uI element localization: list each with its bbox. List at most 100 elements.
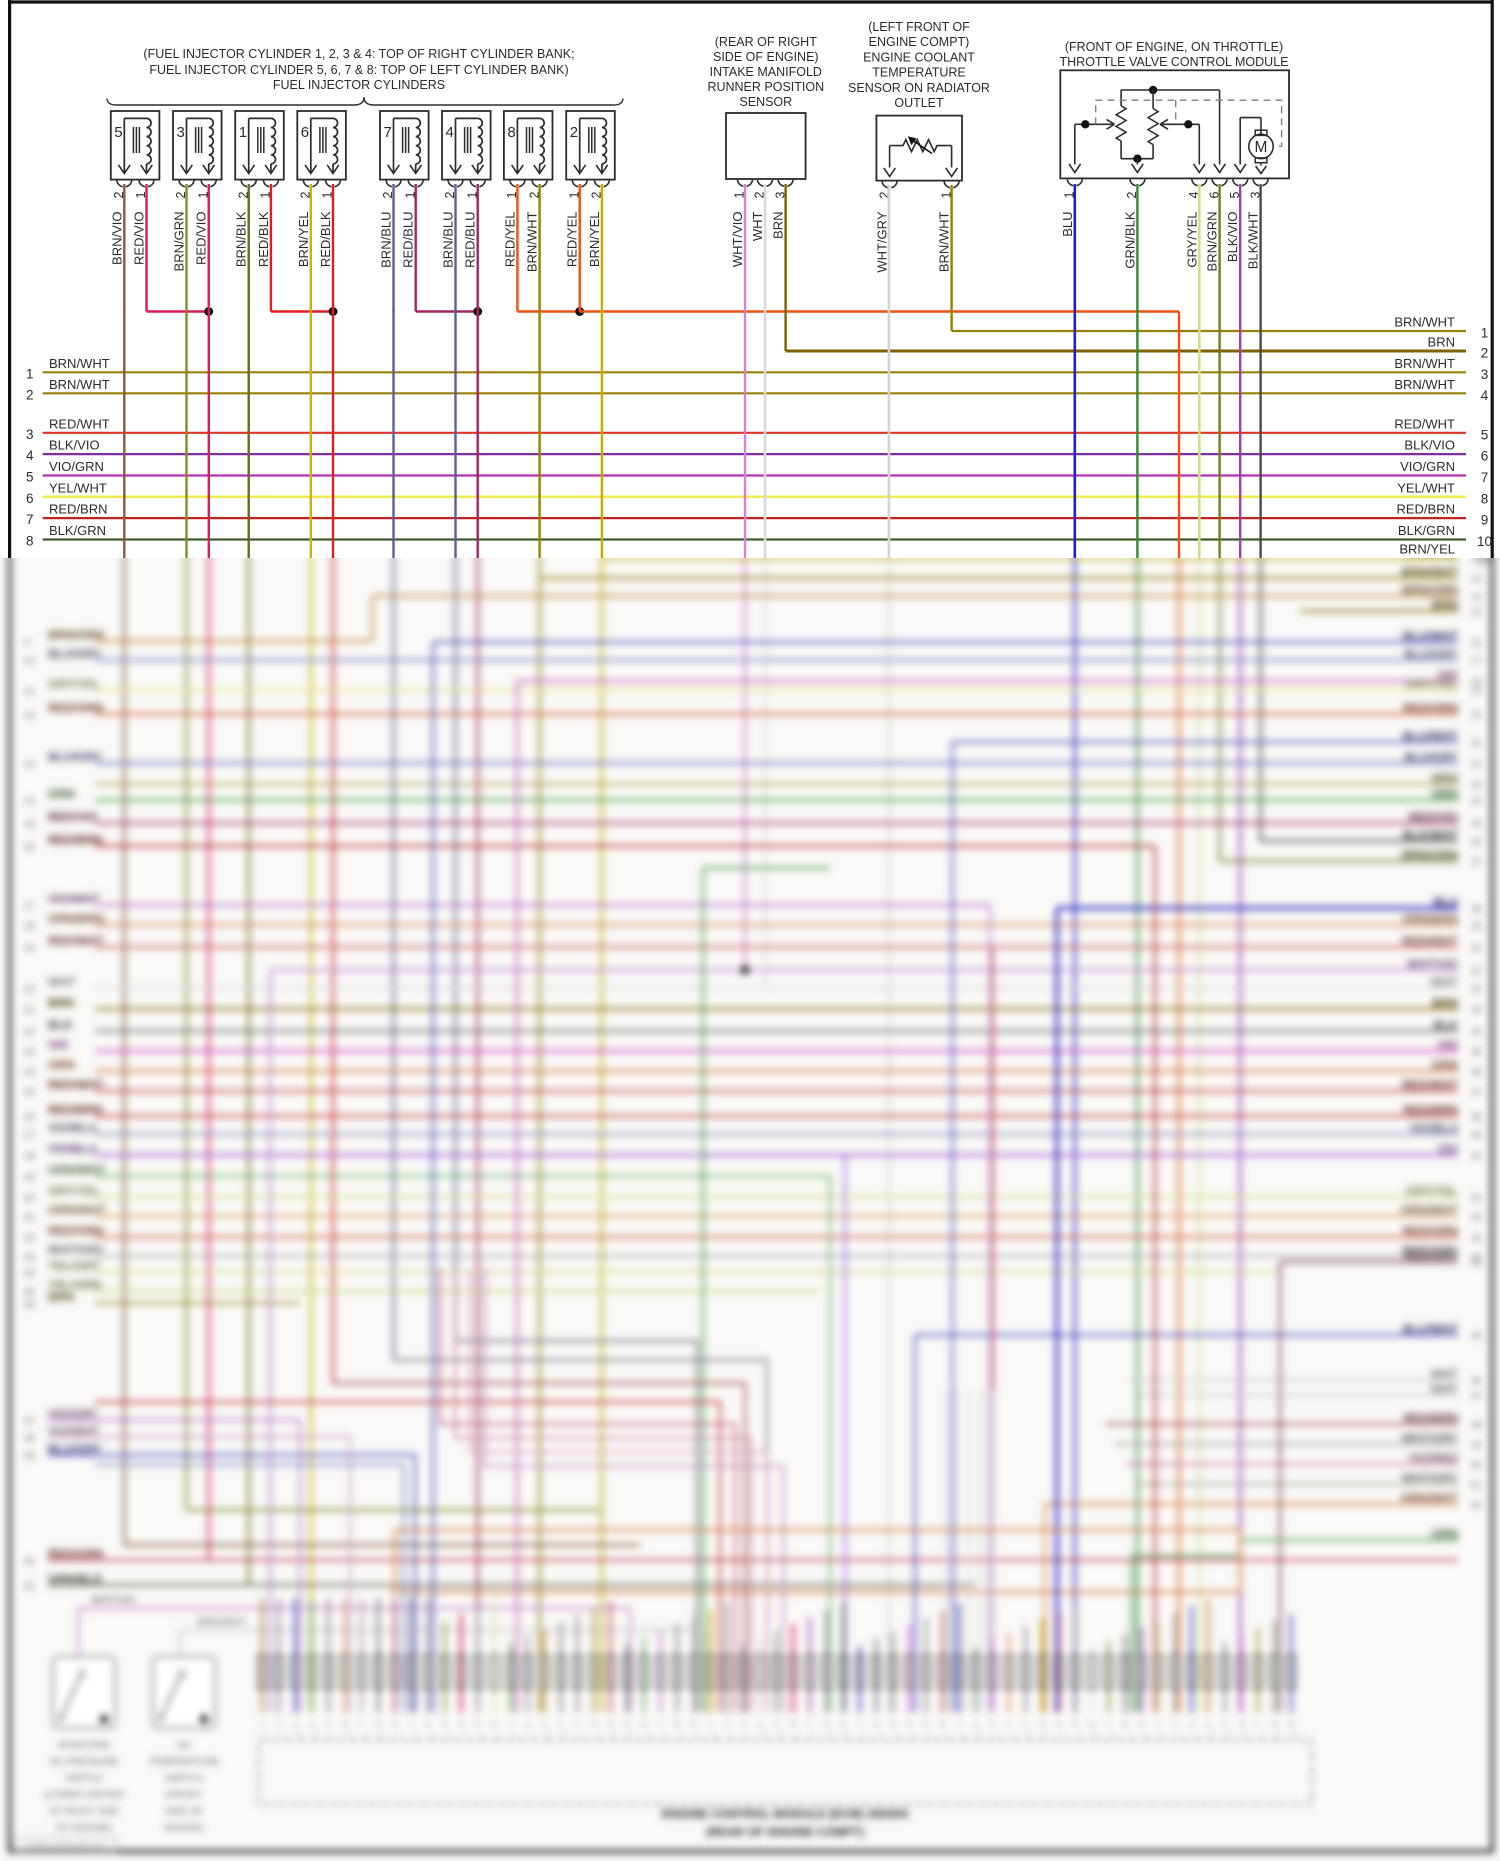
svg-text:9: 9 bbox=[1481, 513, 1489, 528]
svg-text:YEL/WHT: YEL/WHT bbox=[49, 480, 107, 495]
svg-text:ORN/BRN: ORN/BRN bbox=[1402, 912, 1458, 926]
svg-text:4: 4 bbox=[978, 1734, 982, 1740]
svg-text:4: 4 bbox=[609, 1722, 613, 1729]
svg-text:10: 10 bbox=[1477, 534, 1492, 549]
svg-text:22: 22 bbox=[24, 1027, 35, 1038]
svg-text:BLK: BLK bbox=[48, 1018, 73, 1032]
svg-text:RED/VIO: RED/VIO bbox=[194, 212, 209, 265]
svg-text:1: 1 bbox=[260, 1722, 264, 1729]
svg-text:32: 32 bbox=[1471, 984, 1482, 995]
svg-text:BRN/YEL: BRN/YEL bbox=[1399, 542, 1455, 557]
svg-text:INTAKE MANIFOLD: INTAKE MANIFOLD bbox=[710, 65, 822, 79]
svg-text:6: 6 bbox=[1481, 449, 1489, 464]
svg-text:4: 4 bbox=[314, 1734, 318, 1740]
svg-text:2: 2 bbox=[112, 192, 126, 199]
svg-text:9: 9 bbox=[1289, 1722, 1293, 1729]
svg-text:2: 2 bbox=[1024, 1722, 1028, 1729]
svg-text:1: 1 bbox=[1063, 192, 1077, 199]
svg-text:BRN/WHT: BRN/WHT bbox=[1394, 315, 1455, 330]
svg-text:RED/BRN: RED/BRN bbox=[48, 1103, 103, 1117]
svg-text:1: 1 bbox=[264, 1734, 268, 1740]
svg-text:2: 2 bbox=[443, 192, 457, 199]
svg-text:VIO/BLU: VIO/BLU bbox=[1409, 1121, 1458, 1135]
svg-text:6: 6 bbox=[1207, 192, 1221, 199]
svg-text:VIO/WHT: VIO/WHT bbox=[48, 1424, 100, 1438]
svg-text:23: 23 bbox=[24, 1047, 35, 1058]
svg-text:4: 4 bbox=[1045, 1734, 1049, 1740]
svg-text:WHT/GRY: WHT/GRY bbox=[875, 211, 890, 272]
svg-text:2: 2 bbox=[426, 1722, 430, 1729]
svg-text:4: 4 bbox=[459, 1722, 463, 1729]
svg-text:SENSOR ON RADIATOR: SENSOR ON RADIATOR bbox=[848, 81, 990, 95]
svg-text:1: 1 bbox=[1061, 1734, 1065, 1740]
svg-text:3: 3 bbox=[592, 1722, 596, 1729]
svg-text:38: 38 bbox=[1471, 1112, 1482, 1123]
svg-text:RED/ORN: RED/ORN bbox=[48, 1224, 103, 1238]
svg-text:15: 15 bbox=[1471, 607, 1482, 618]
svg-text:(FUEL INJECTOR CYLINDER 1, 2,: (FUEL INJECTOR CYLINDER 1, 2, 3 & 4: TOP… bbox=[143, 47, 574, 61]
svg-text:42: 42 bbox=[1471, 1212, 1482, 1223]
svg-text:2: 2 bbox=[547, 1734, 551, 1740]
svg-text:2: 2 bbox=[575, 1722, 579, 1729]
svg-text:3: 3 bbox=[1294, 1734, 1298, 1740]
svg-text:BRN/WHT: BRN/WHT bbox=[1401, 565, 1458, 579]
svg-text:7: 7 bbox=[808, 1722, 812, 1729]
svg-text:32: 32 bbox=[24, 1233, 35, 1244]
svg-text:4: 4 bbox=[1187, 192, 1201, 199]
svg-text:VIO/WHT: VIO/WHT bbox=[48, 892, 100, 906]
svg-text:8: 8 bbox=[974, 1722, 978, 1729]
svg-text:7: 7 bbox=[1256, 1722, 1260, 1729]
svg-text:4: 4 bbox=[845, 1734, 849, 1740]
svg-text:45: 45 bbox=[1471, 1331, 1482, 1342]
svg-text:RED/WHT: RED/WHT bbox=[49, 416, 110, 431]
svg-text:BRN/YEL: BRN/YEL bbox=[587, 212, 602, 268]
svg-text:8: 8 bbox=[1273, 1722, 1277, 1729]
svg-text:4: 4 bbox=[446, 124, 454, 141]
svg-text:2: 2 bbox=[347, 1734, 351, 1740]
svg-text:RED/BRN: RED/BRN bbox=[49, 502, 108, 517]
svg-text:3: 3 bbox=[741, 1722, 745, 1729]
svg-text:WHT/GRY: WHT/GRY bbox=[1402, 1243, 1458, 1257]
svg-text:BLU/WHT: BLU/WHT bbox=[1403, 729, 1459, 743]
svg-text:(REAR OF RIGHT: (REAR OF RIGHT bbox=[715, 35, 817, 49]
svg-text:1: 1 bbox=[939, 192, 953, 199]
svg-text:1: 1 bbox=[409, 1722, 413, 1729]
svg-text:BLK: BLK bbox=[1433, 1018, 1458, 1032]
svg-text:BRN: BRN bbox=[771, 212, 786, 239]
svg-text:7: 7 bbox=[658, 1722, 662, 1729]
svg-text:ORN: ORN bbox=[48, 1058, 75, 1072]
svg-text:3: 3 bbox=[762, 1734, 766, 1740]
svg-text:4: 4 bbox=[381, 1734, 385, 1740]
svg-text:34: 34 bbox=[24, 1268, 35, 1279]
svg-text:23: 23 bbox=[1471, 780, 1482, 791]
svg-text:3: 3 bbox=[293, 1722, 297, 1729]
svg-text:BRN/BLK: BRN/BLK bbox=[234, 211, 249, 267]
svg-text:17: 17 bbox=[24, 901, 35, 912]
svg-text:GRN/BLK: GRN/BLK bbox=[1122, 211, 1137, 268]
svg-text:RED/ORN: RED/ORN bbox=[1403, 1224, 1458, 1238]
svg-text:1: 1 bbox=[928, 1734, 932, 1740]
svg-text:BRN/WHT: BRN/WHT bbox=[197, 1616, 247, 1628]
svg-text:OUTLET: OUTLET bbox=[894, 96, 944, 110]
svg-text:BLU/GRY: BLU/GRY bbox=[48, 750, 102, 764]
svg-text:ENGINE COMPT): ENGINE COMPT) bbox=[869, 35, 970, 49]
svg-text:WHT: WHT bbox=[750, 211, 765, 241]
svg-text:1: 1 bbox=[1194, 1734, 1198, 1740]
svg-text:(FRONT OF ENGINE, ON THROTTLE): (FRONT OF ENGINE, ON THROTTLE) bbox=[1065, 40, 1283, 54]
svg-text:40: 40 bbox=[24, 1556, 35, 1567]
svg-text:BRN/ORN: BRN/ORN bbox=[1402, 583, 1458, 597]
svg-text:BLK/GRN: BLK/GRN bbox=[49, 523, 106, 538]
svg-text:1: 1 bbox=[321, 192, 335, 199]
svg-text:2: 2 bbox=[1173, 1722, 1177, 1729]
svg-text:5: 5 bbox=[1073, 1722, 1077, 1729]
svg-text:(FRONT: (FRONT bbox=[166, 1790, 202, 1801]
svg-text:VIO/GRN: VIO/GRN bbox=[1400, 459, 1455, 474]
svg-text:44: 44 bbox=[1471, 1252, 1482, 1263]
svg-text:RED/ORN: RED/ORN bbox=[48, 701, 103, 715]
svg-text:41: 41 bbox=[24, 1581, 35, 1592]
svg-text:ENGINE COOLANT: ENGINE COOLANT bbox=[863, 50, 975, 64]
svg-text:50: 50 bbox=[1471, 1460, 1482, 1471]
svg-text:RUNNER POSITION: RUNNER POSITION bbox=[707, 80, 824, 94]
svg-text:RED/WHT: RED/WHT bbox=[48, 934, 105, 948]
svg-text:4: 4 bbox=[1206, 1722, 1210, 1729]
